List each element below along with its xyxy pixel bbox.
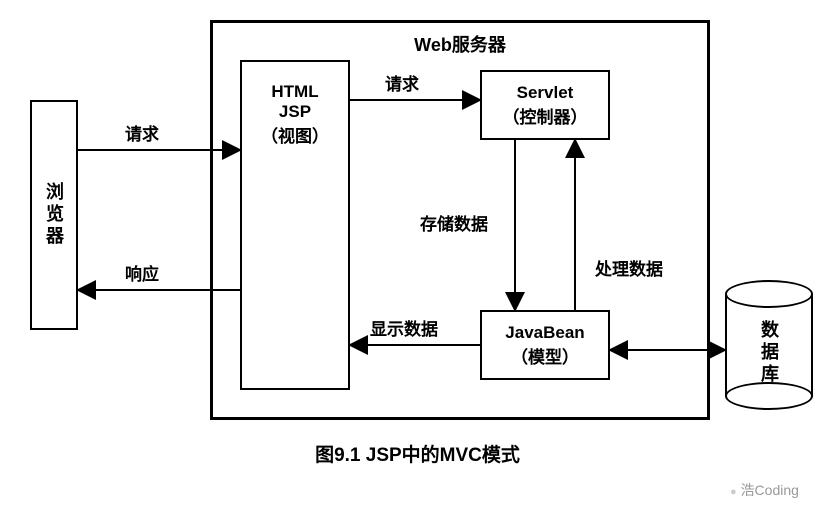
controller-node: Servlet （控制器） (480, 70, 610, 140)
model-line1: JavaBean (505, 323, 584, 343)
model-node: JavaBean （模型） (480, 310, 610, 380)
view-line3: （视图） (261, 122, 329, 147)
controller-line2: （控制器） (503, 103, 588, 128)
view-line1: HTML (271, 82, 318, 102)
watermark: ● 浩Coding (730, 480, 799, 500)
diagram-canvas: Web服务器 浏览器 HTML JSP （视图） Servlet （控制器） J… (0, 0, 835, 512)
figure-caption: 图9.1 JSP中的MVC模式 (0, 440, 835, 467)
model-line2: （模型） (511, 343, 579, 368)
web-server-title: Web服务器 (213, 31, 707, 57)
controller-line1: Servlet (517, 83, 574, 103)
label-req2: 请求 (385, 70, 419, 95)
view-node: HTML JSP （视图） (240, 60, 350, 390)
database-label: 数据库 (756, 320, 782, 386)
label-store: 存储数据 (420, 210, 488, 235)
database-node: 数据库 (725, 280, 813, 410)
view-line2: JSP (279, 102, 311, 122)
label-process: 处理数据 (595, 255, 663, 280)
label-display: 显示数据 (370, 315, 438, 340)
label-resp: 响应 (125, 260, 159, 285)
browser-label: 浏览器 (41, 182, 67, 248)
browser-node: 浏览器 (30, 100, 78, 330)
label-req1: 请求 (125, 120, 159, 145)
